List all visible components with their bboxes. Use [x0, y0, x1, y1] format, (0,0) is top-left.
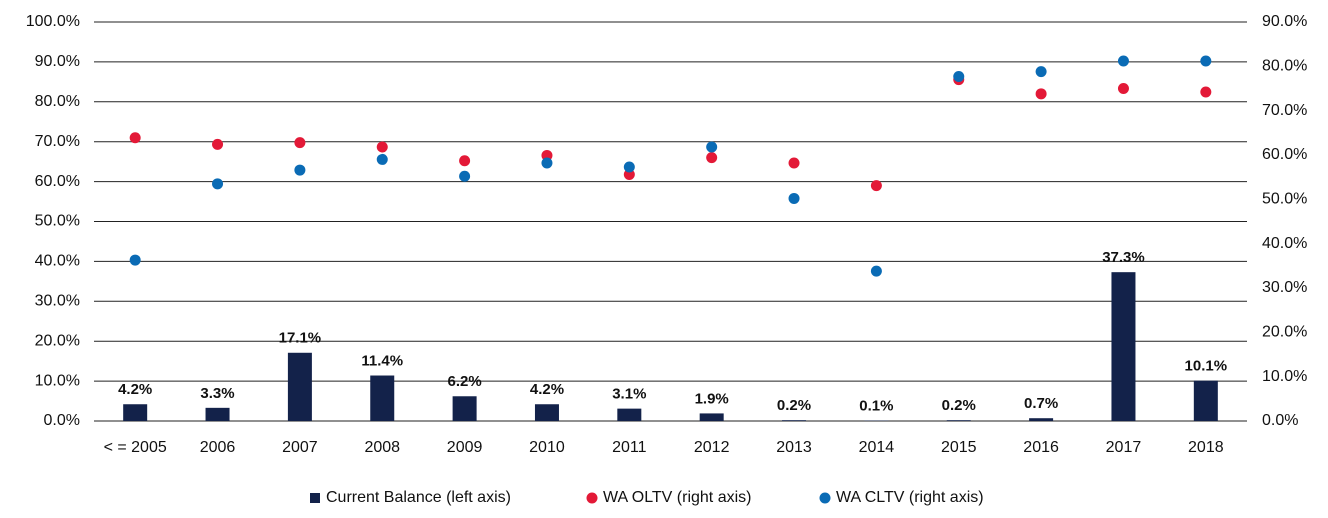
bar [370, 376, 394, 421]
bar [1029, 418, 1053, 421]
data-label: 0.7% [1024, 395, 1058, 412]
legend-label: WA OLTV (right axis) [603, 489, 751, 506]
point [130, 132, 141, 143]
legend-label: Current Balance (left axis) [326, 489, 511, 506]
point [212, 178, 223, 189]
point [953, 71, 964, 82]
data-label: 3.1% [612, 386, 646, 403]
y2-tick-label: 40.0% [1262, 235, 1307, 252]
x-tick-label: 2007 [282, 439, 318, 456]
x-tick-label: 2006 [200, 439, 236, 456]
y2-tick-label: 50.0% [1262, 191, 1307, 208]
point [871, 180, 882, 191]
y-tick-label: 100.0% [26, 13, 80, 30]
bar [123, 404, 147, 421]
point [212, 139, 223, 150]
bar [1194, 381, 1218, 421]
bar [947, 420, 971, 421]
data-label: 3.3% [200, 385, 234, 402]
x-tick-label: < = 2005 [104, 439, 167, 456]
y-tick-label: 60.0% [35, 173, 80, 190]
data-label: 6.2% [448, 373, 482, 390]
legend-swatch [820, 493, 831, 504]
y-tick-label: 10.0% [35, 372, 80, 389]
data-label: 4.2% [530, 381, 564, 398]
y-tick-label: 0.0% [44, 412, 80, 429]
point [1200, 56, 1211, 67]
point [377, 142, 388, 153]
x-tick-label: 2010 [529, 439, 565, 456]
point [1118, 83, 1129, 94]
point [1036, 88, 1047, 99]
bar [700, 413, 724, 421]
y-tick-label: 50.0% [35, 213, 80, 230]
data-label: 1.9% [695, 390, 729, 407]
y2-tick-label: 20.0% [1262, 324, 1307, 341]
y-tick-label: 70.0% [35, 133, 80, 150]
y2-tick-label: 70.0% [1262, 102, 1307, 119]
x-tick-label: 2009 [447, 439, 483, 456]
x-tick-label: 2014 [859, 439, 895, 456]
data-label: 0.2% [942, 397, 976, 414]
data-label: 0.1% [859, 398, 893, 415]
point [871, 266, 882, 277]
point [459, 171, 470, 182]
point [706, 152, 717, 163]
legend-swatch [310, 493, 320, 503]
bar [1111, 272, 1135, 421]
bar [535, 404, 559, 421]
point [541, 157, 552, 168]
point [294, 165, 305, 176]
data-label: 11.4% [361, 352, 403, 369]
x-tick-label: 2016 [1023, 439, 1059, 456]
y-tick-label: 80.0% [35, 93, 80, 110]
data-label: 0.2% [777, 397, 811, 414]
data-label: 37.3% [1102, 249, 1145, 266]
bar [288, 353, 312, 421]
point [706, 142, 717, 153]
point [1200, 87, 1211, 98]
x-tick-label: 2018 [1188, 439, 1224, 456]
y2-tick-label: 30.0% [1262, 279, 1307, 296]
bar [206, 408, 230, 421]
y2-tick-label: 0.0% [1262, 412, 1298, 429]
x-tick-label: 2017 [1106, 439, 1142, 456]
point [294, 137, 305, 148]
point [377, 154, 388, 165]
y2-tick-label: 90.0% [1262, 13, 1307, 30]
data-label: 17.1% [279, 330, 322, 347]
bar [453, 396, 477, 421]
point [624, 161, 635, 172]
y-tick-label: 90.0% [35, 53, 80, 70]
data-label: 4.2% [118, 381, 152, 398]
point [789, 157, 800, 168]
x-tick-label: 2013 [776, 439, 812, 456]
point [1118, 56, 1129, 67]
y-tick-label: 40.0% [35, 253, 80, 270]
y-tick-label: 20.0% [35, 332, 80, 349]
x-tick-label: 2012 [694, 439, 730, 456]
data-label: 10.1% [1185, 358, 1228, 375]
point [789, 193, 800, 204]
y2-tick-label: 10.0% [1262, 368, 1307, 385]
point [1036, 66, 1047, 77]
legend-label: WA CLTV (right axis) [836, 489, 984, 506]
point [459, 155, 470, 166]
y2-tick-label: 60.0% [1262, 146, 1307, 163]
x-tick-label: 2008 [364, 439, 400, 456]
legend-swatch [587, 493, 598, 504]
y-tick-label: 30.0% [35, 293, 80, 310]
bar [617, 409, 641, 421]
x-tick-label: 2011 [612, 439, 647, 456]
y2-tick-label: 80.0% [1262, 58, 1307, 75]
point [130, 255, 141, 266]
x-tick-label: 2015 [941, 439, 977, 456]
bar [782, 420, 806, 421]
